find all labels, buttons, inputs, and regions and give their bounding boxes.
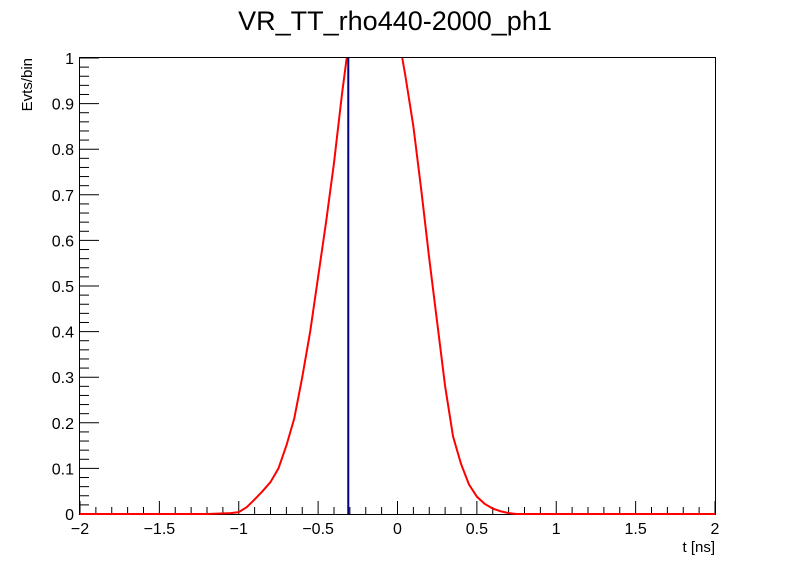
x-tick-label: 0.5 [466, 521, 488, 538]
y-tick-label: 0.1 [52, 461, 74, 478]
x-tick-label: 1.5 [625, 521, 647, 538]
x-axis-title: t [ns] [682, 539, 715, 556]
x-tick-label: 1 [552, 521, 561, 538]
y-tick-label: 0.7 [52, 188, 74, 205]
x-tick-label: −1.5 [144, 521, 176, 538]
x-tick-label: 2 [711, 521, 720, 538]
y-axis-title: Evts/bin [19, 58, 36, 111]
y-tick-label: 0.5 [52, 279, 74, 296]
y-tick-label: 0 [65, 507, 74, 524]
y-tick-label: 0.2 [52, 416, 74, 433]
chart-title: VR_TT_rho440-2000_ph1 [238, 6, 552, 36]
y-tick-label: 0.9 [52, 97, 74, 114]
x-tick-label: −2 [71, 521, 89, 538]
series-line [401, 57, 715, 515]
y-tick-label: 1 [65, 51, 74, 68]
y-tick-label: 0.8 [52, 142, 74, 159]
x-tick-label: −0.5 [302, 521, 334, 538]
y-tick-label: 0.3 [52, 370, 74, 387]
y-tick-label: 0.6 [52, 233, 74, 250]
x-tick-label: 0 [393, 521, 402, 538]
series-line [80, 57, 348, 515]
y-tick-label: 0.4 [52, 325, 74, 342]
x-tick-label: −1 [230, 521, 248, 538]
plot-frame [79, 57, 716, 515]
